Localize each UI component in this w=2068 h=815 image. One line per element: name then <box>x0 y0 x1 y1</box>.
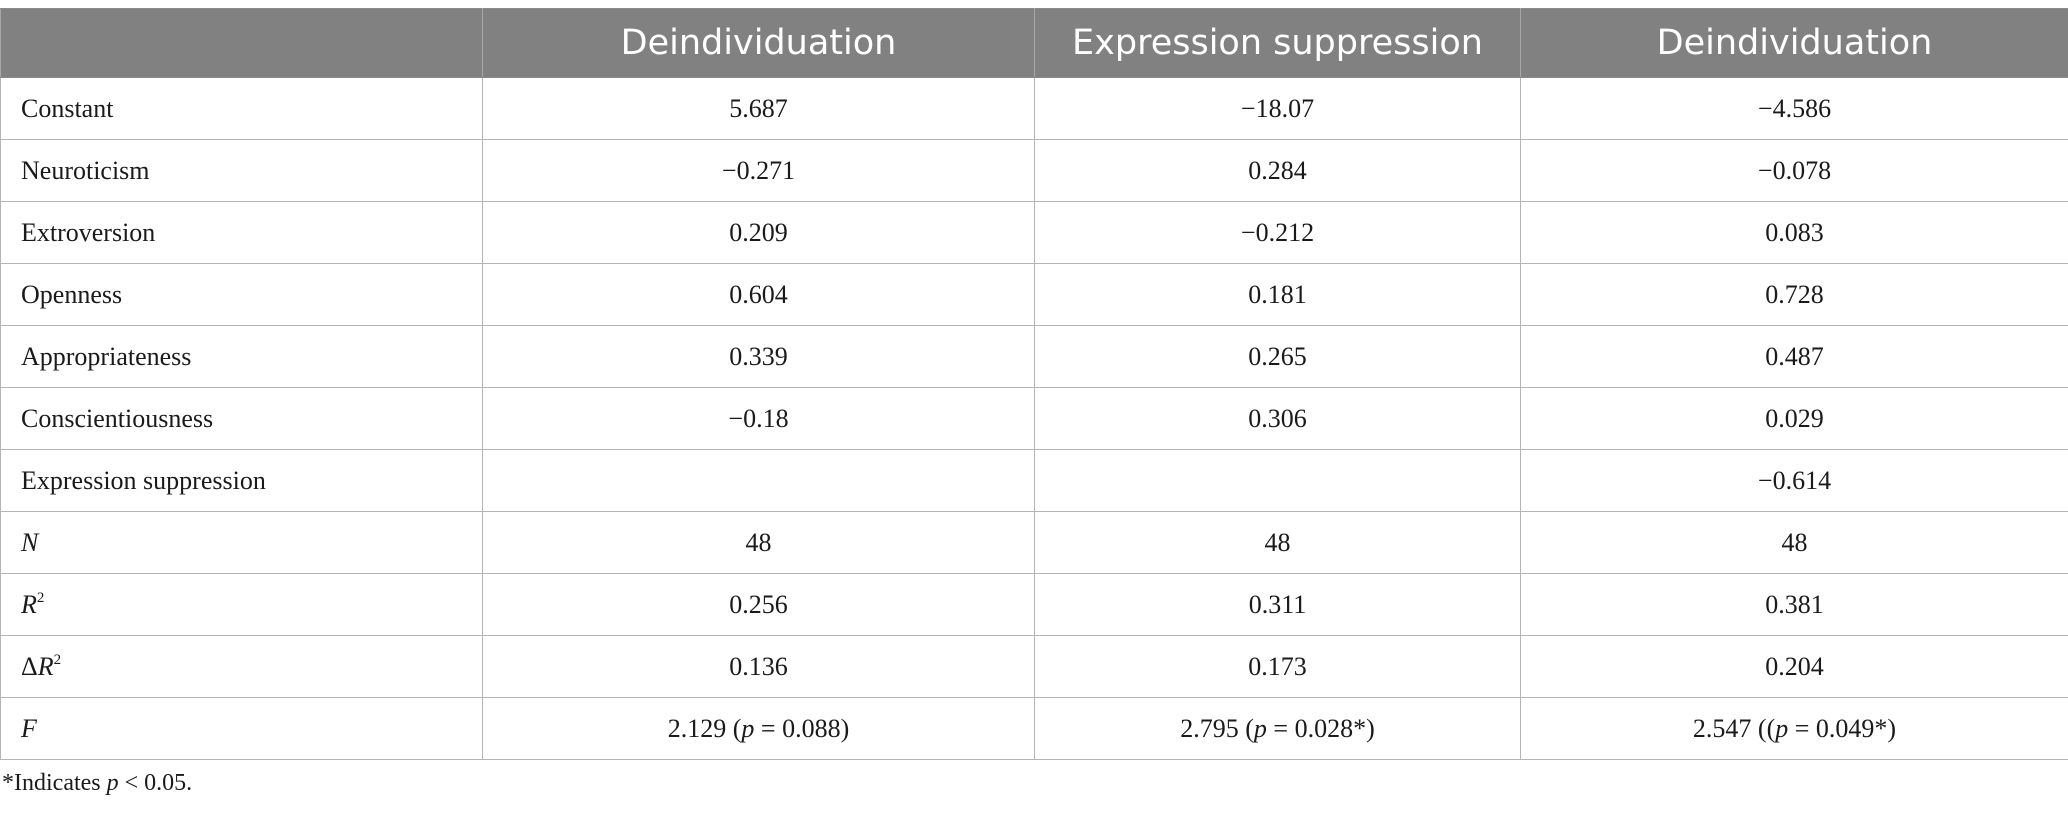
table-footnote: *Indicates p < 0.05. <box>2 770 192 797</box>
table-row: Conscientiousness −0.18 0.306 0.029 <box>0 387 2068 450</box>
row-label: Neuroticism <box>0 139 483 202</box>
f-value: 2.795 ( <box>1180 713 1254 743</box>
row-label: Expression suppression <box>0 449 483 512</box>
header-row: Deindividuation Expression suppression D… <box>0 8 2068 78</box>
table-cell: 48 <box>1520 511 2068 574</box>
header-cell-blank <box>0 8 483 78</box>
table-cell: 0.083 <box>1520 201 2068 264</box>
table-row-n: N 48 48 48 <box>0 511 2068 574</box>
row-label: Constant <box>0 77 483 140</box>
footnote-text: *Indicates <box>2 770 107 796</box>
header-cell-expression-suppression: Expression suppression <box>1034 8 1521 78</box>
table-row: Neuroticism −0.271 0.284 −0.078 <box>0 139 2068 202</box>
header-cell-deindividuation-2: Deindividuation <box>1520 8 2068 78</box>
table-cell: 0.487 <box>1520 325 2068 388</box>
p-symbol: p <box>741 713 755 743</box>
r-letter: R <box>37 651 54 681</box>
table-cell: 0.256 <box>482 573 1035 636</box>
delta-symbol: Δ <box>21 651 38 681</box>
table-cell: −4.586 <box>1520 77 2068 140</box>
p-value: = 0.028*) <box>1266 713 1375 743</box>
f-value: 2.547 (( <box>1692 713 1776 743</box>
p-value: = 0.088) <box>754 713 850 743</box>
table-row-f: F 2.129 (p = 0.088) 2.795 (p = 0.028*) 2… <box>0 697 2068 760</box>
table-cell: 2.547 ((p = 0.049*) <box>1520 697 2068 760</box>
p-symbol: p <box>1253 713 1267 743</box>
table-cell: −0.078 <box>1520 139 2068 202</box>
p-symbol: p <box>1775 713 1789 743</box>
table-cell <box>482 449 1035 512</box>
table-wrapper: Deindividuation Expression suppression D… <box>0 8 2068 760</box>
f-value: 2.129 ( <box>667 713 742 743</box>
table-row: Extroversion 0.209 −0.212 0.083 <box>0 201 2068 264</box>
table-cell: −18.07 <box>1034 77 1521 140</box>
table-cell: 0.181 <box>1034 263 1521 326</box>
table-cell: −0.614 <box>1520 449 2068 512</box>
table-row: Constant 5.687 −18.07 −4.586 <box>0 77 2068 140</box>
table-cell: 0.339 <box>482 325 1035 388</box>
row-label-delta-r2: ΔR2 <box>0 635 483 698</box>
table-cell: 0.204 <box>1520 635 2068 698</box>
table-cell: 0.728 <box>1520 263 2068 326</box>
row-label-r2: R2 <box>0 573 483 636</box>
table-cell: −0.18 <box>482 387 1035 450</box>
table-cell: −0.212 <box>1034 201 1521 264</box>
table-cell: 0.381 <box>1520 573 2068 636</box>
table-cell: 0.284 <box>1034 139 1521 202</box>
p-symbol: p <box>106 770 119 796</box>
row-label: Conscientiousness <box>0 387 483 450</box>
table-cell: 48 <box>482 511 1035 574</box>
table-row: Appropriateness 0.339 0.265 0.487 <box>0 325 2068 388</box>
table-cell: 48 <box>1034 511 1521 574</box>
table-cell: 0.311 <box>1034 573 1521 636</box>
row-label: Openness <box>0 263 483 326</box>
table-row: Openness 0.604 0.181 0.728 <box>0 263 2068 326</box>
p-value: = 0.049*) <box>1788 713 1897 743</box>
table-row-delta-r2: ΔR2 0.136 0.173 0.204 <box>0 635 2068 698</box>
row-label: Appropriateness <box>0 325 483 388</box>
table-row: Expression suppression −0.614 <box>0 449 2068 512</box>
table-cell: 2.129 (p = 0.088) <box>482 697 1035 760</box>
regression-table: Deindividuation Expression suppression D… <box>0 8 2068 760</box>
row-label-n: N <box>0 511 483 574</box>
table-row-r2: R2 0.256 0.311 0.381 <box>0 573 2068 636</box>
table-cell: 0.209 <box>482 201 1035 264</box>
superscript-2: 2 <box>53 651 62 668</box>
table-cell: −0.271 <box>482 139 1035 202</box>
table-cell: 5.687 <box>482 77 1035 140</box>
table-cell <box>1034 449 1521 512</box>
table-cell: 0.136 <box>482 635 1035 698</box>
table-cell: 2.795 (p = 0.028*) <box>1034 697 1521 760</box>
header-cell-deindividuation-1: Deindividuation <box>482 8 1035 78</box>
table-cell: 0.604 <box>482 263 1035 326</box>
superscript-2: 2 <box>36 589 45 606</box>
table-cell: 0.173 <box>1034 635 1521 698</box>
row-label-f: F <box>0 697 483 760</box>
row-label: Extroversion <box>0 201 483 264</box>
r-letter: R <box>21 589 37 619</box>
table-cell: 0.306 <box>1034 387 1521 450</box>
footnote-text: < 0.05. <box>118 770 193 796</box>
table-cell: 0.029 <box>1520 387 2068 450</box>
table-cell: 0.265 <box>1034 325 1521 388</box>
